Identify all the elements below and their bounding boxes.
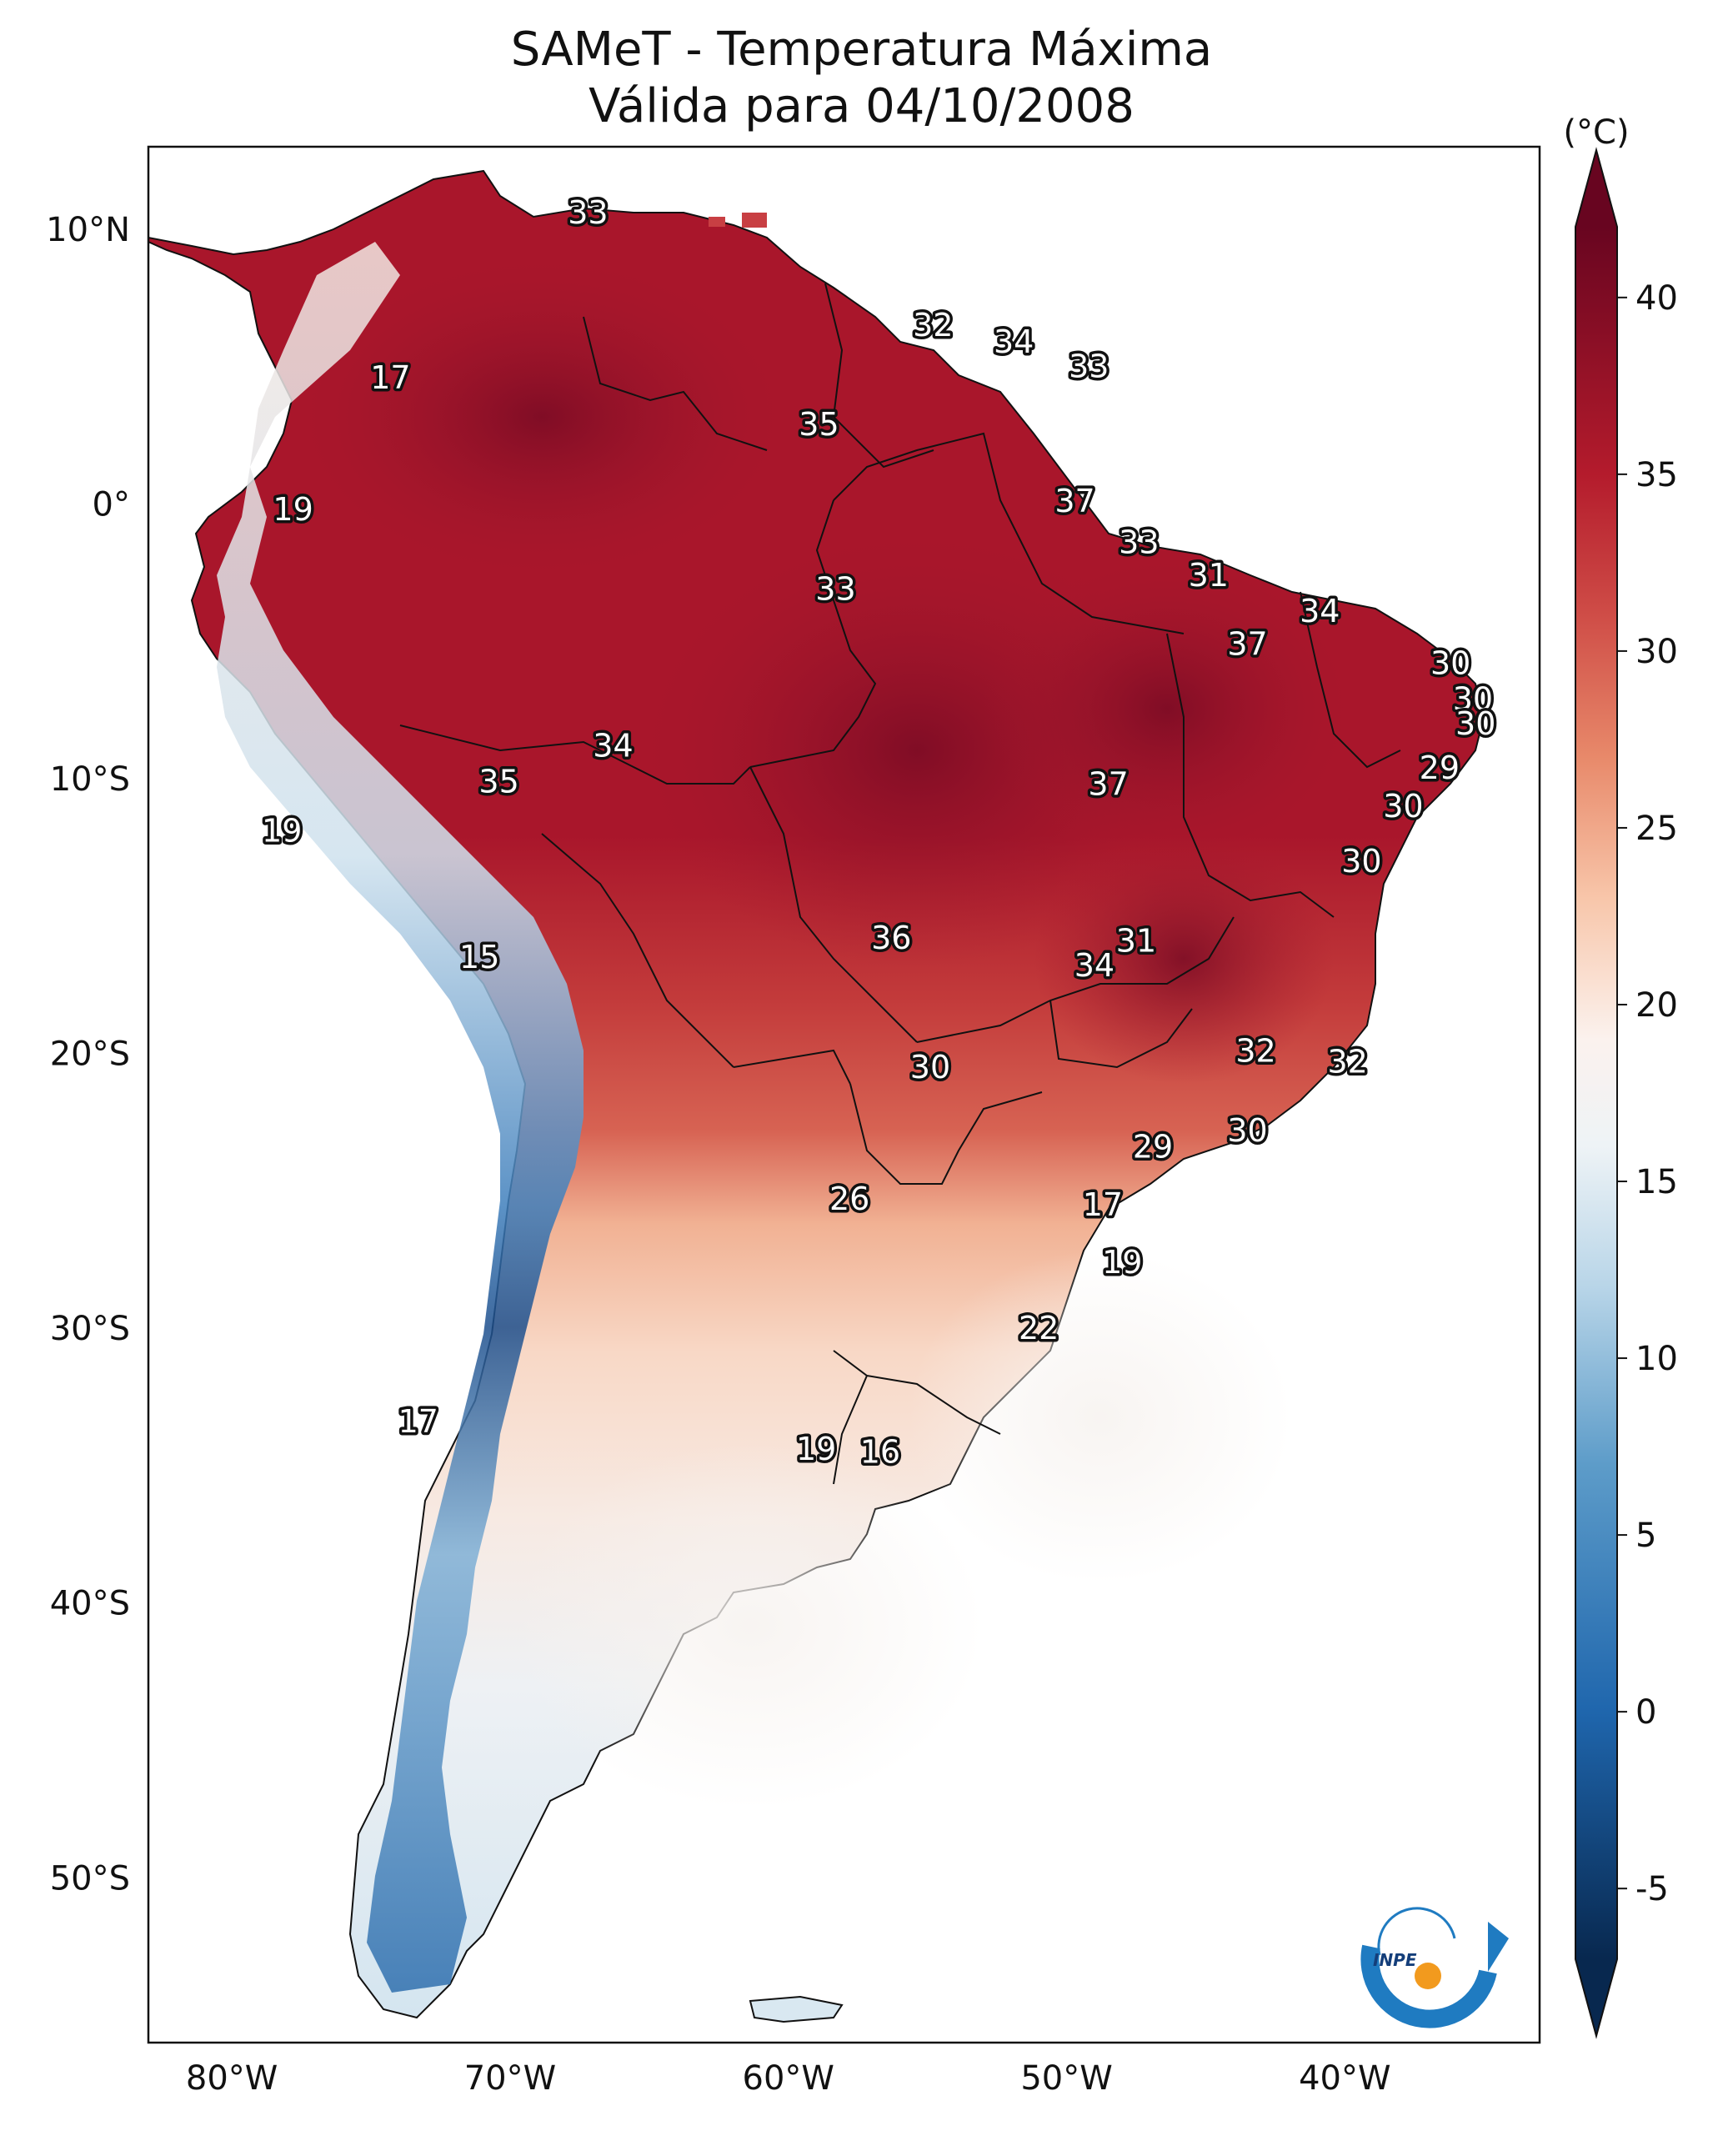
lat-tick-label: 40°S	[50, 1585, 130, 1623]
temperature-point-label: 33	[1069, 348, 1109, 385]
temperature-point-label: 17	[398, 1403, 438, 1440]
lat-tick-label: 10°N	[46, 211, 130, 249]
logo-orbit-icon	[1377, 1907, 1456, 1956]
temperature-point-label: 31	[1116, 922, 1156, 959]
temperature-point-label: 19	[796, 1431, 836, 1467]
temperature-point-label: 17	[370, 359, 410, 396]
map-axes: 80°W 70°W 60°W 50°W 40°W 10°N 0° 10°S 20°S 30°S 40…	[46, 211, 1390, 2098]
temperature-point-label: 30	[1341, 843, 1381, 880]
map-title: SAMeT - Temperatura Máxima	[510, 23, 1213, 77]
temperature-point-label: 26	[829, 1181, 869, 1217]
temperature-point-label: 19	[1102, 1244, 1142, 1281]
map-subtitle: Válida para 04/10/2008	[589, 79, 1134, 133]
temperature-point-label: 37	[1227, 626, 1267, 663]
inpe-logo: INPE	[1360, 1907, 1509, 2028]
temperature-point-label: 37	[1088, 766, 1128, 803]
colorbar-tick-label: -5	[1635, 1870, 1669, 1908]
lon-tick-label: 60°W	[743, 2059, 834, 2098]
colorbar-tick-label: 20	[1635, 986, 1678, 1025]
colorbar-tick-label: 10	[1635, 1340, 1678, 1378]
colorbar-tick-label: 35	[1635, 456, 1678, 494]
temperature-point-label: 34	[994, 323, 1034, 360]
hot-region	[300, 258, 784, 575]
island	[709, 217, 725, 227]
temperature-point-label: 30	[1227, 1112, 1267, 1149]
temperature-point-label: 17	[1083, 1186, 1123, 1223]
colorbar: 40 35 30 25 20 15 10 5 0 -5 (°C)	[1563, 113, 1678, 2039]
temperature-point-label: 33	[1119, 524, 1159, 561]
temperature-point-label: 33	[815, 571, 855, 608]
colorbar-tick-label: 5	[1635, 1517, 1656, 1555]
temperature-point-label: 34	[1074, 947, 1114, 984]
logo-swoosh-icon	[1360, 1944, 1497, 2028]
temperature-point-label: 30	[1453, 680, 1493, 717]
temperature-point-label: 31	[1189, 557, 1229, 594]
colorbar-tick-label: 40	[1635, 279, 1678, 318]
temperature-point-label: 32	[1235, 1032, 1275, 1069]
temperature-point-label: 29	[1133, 1129, 1173, 1166]
map-frame	[147, 145, 1541, 2044]
colorbar-scale	[1575, 147, 1618, 2039]
temperature-point-label: 32	[1327, 1043, 1367, 1080]
andes-cold-band	[217, 242, 584, 1993]
temperature-point-label: 36	[871, 920, 911, 956]
hot-region	[1034, 834, 1334, 1084]
lat-tick-label: 30°S	[50, 1310, 130, 1348]
temperature-point-label: 29	[1420, 750, 1460, 786]
colorbar-tick-label: 25	[1635, 810, 1678, 848]
temperature-point-label: 32	[913, 307, 953, 343]
lon-tick-label: 50°W	[1020, 2059, 1112, 2098]
temperature-point-label: 22	[1019, 1310, 1059, 1346]
lat-tick-label: 50°S	[50, 1859, 130, 1898]
temperature-point-label: 19	[273, 491, 313, 528]
lat-tick-label: 20°S	[50, 1035, 130, 1074]
political-borders	[399, 283, 1401, 1485]
lat-tick-label: 0°	[93, 485, 130, 524]
island	[742, 213, 767, 228]
mild-region	[909, 1251, 1292, 1584]
temperature-point-label: 37	[1054, 483, 1094, 519]
lon-tick-label: 70°W	[464, 2059, 556, 2098]
lon-tick-label: 40°W	[1299, 2059, 1390, 2098]
temperature-point-label: 16	[860, 1433, 900, 1470]
colorbar-ticks: 40 35 30 25 20 15 10 5 0 -5	[1617, 279, 1678, 1908]
temperature-point-label: 30	[1430, 645, 1470, 682]
logo-arrow-icon	[1488, 1922, 1509, 1972]
temperature-point-label: 35	[799, 406, 839, 443]
logo-text: INPE	[1373, 1950, 1417, 1970]
mild-region	[517, 1442, 984, 1809]
temperature-point-label: 33	[568, 194, 608, 231]
colorbar-tick-label: 30	[1635, 633, 1678, 671]
lat-tick-label: 10°S	[50, 760, 130, 799]
temperature-point-label: 30	[1383, 788, 1423, 825]
temperature-point-label: 35	[478, 763, 518, 800]
temperature-point-label: 30	[1455, 705, 1495, 742]
temperature-point-label: 30	[910, 1049, 950, 1086]
colorbar-unit: (°C)	[1563, 113, 1629, 152]
lon-tick-label: 80°W	[186, 2059, 278, 2098]
temperature-point-label: 19	[262, 813, 302, 850]
temperature-point-label: 15	[459, 939, 499, 975]
colorbar-tick-label: 15	[1635, 1163, 1678, 1201]
hot-region	[984, 559, 1350, 859]
temperature-point-label: 34	[593, 727, 633, 764]
falkland-islands	[749, 1995, 844, 2023]
colorbar-tick-label: 0	[1635, 1693, 1656, 1732]
logo-sun-icon	[1415, 1963, 1441, 1989]
temperature-point-label: 34	[1300, 593, 1340, 629]
